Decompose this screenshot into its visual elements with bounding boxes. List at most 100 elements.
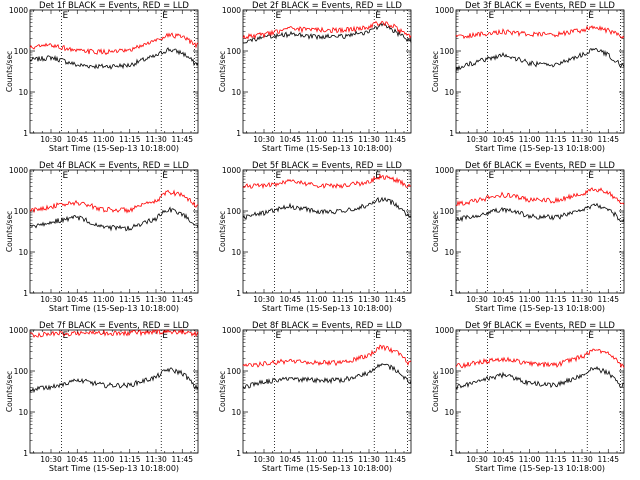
panel-title: Det 1f BLACK = Events, RED = LLD bbox=[39, 1, 189, 11]
x-tick-label: 10:30 bbox=[253, 455, 275, 464]
lld-series-line bbox=[455, 25, 625, 40]
x-tick-label: 11:45 bbox=[597, 455, 619, 464]
detector-panel-4: Det 4f BLACK = Events, RED = LLD 1 10 100 10… bbox=[5, 161, 199, 313]
lld-series-line bbox=[242, 20, 412, 40]
x-tick-label: 11:00 bbox=[519, 455, 541, 464]
events-series-line bbox=[242, 363, 412, 389]
event-marker-label: E bbox=[375, 331, 381, 341]
x-tick-label: 11:30 bbox=[358, 135, 380, 144]
x-tick-label: 11:15 bbox=[332, 295, 354, 304]
y-tick-label: 100 bbox=[440, 367, 455, 376]
x-tick-label: 10:30 bbox=[253, 135, 275, 144]
events-series-line bbox=[29, 206, 199, 232]
plot-frame bbox=[455, 329, 625, 454]
x-tick-label: 11:15 bbox=[545, 135, 567, 144]
detector-panel-2: Det 2f BLACK = Events, RED = LLD 1 10 100 10… bbox=[218, 1, 412, 153]
event-marker-label: E bbox=[63, 171, 69, 181]
x-tick-label: 10:30 bbox=[253, 295, 275, 304]
x-tick-label: 11:30 bbox=[571, 455, 593, 464]
y-tick-label: 100 bbox=[440, 207, 455, 216]
x-tick-label: 11:30 bbox=[358, 295, 380, 304]
x-axis-label: Start Time (15-Sep-13 10:18:00) bbox=[475, 464, 605, 473]
panel-title: Det 2f BLACK = Events, RED = LLD bbox=[252, 1, 402, 11]
event-marker-label: E bbox=[489, 331, 495, 341]
plot-frame bbox=[455, 9, 625, 134]
x-tick-label: 11:45 bbox=[384, 295, 406, 304]
x-axis-label: Start Time (15-Sep-13 10:18:00) bbox=[262, 464, 392, 473]
plot-frame bbox=[242, 9, 412, 134]
plot-frame bbox=[29, 9, 199, 134]
x-tick-label: 10:45 bbox=[66, 455, 88, 464]
x-tick-label: 11:45 bbox=[171, 135, 193, 144]
plot-frame bbox=[242, 169, 412, 294]
event-marker-label: E bbox=[375, 11, 381, 21]
event-marker-label: E bbox=[588, 331, 594, 341]
x-axis-label: Start Time (15-Sep-13 10:18:00) bbox=[475, 304, 605, 313]
y-tick-label: 100 bbox=[227, 207, 242, 216]
x-tick-label: 11:45 bbox=[384, 135, 406, 144]
x-tick-label: 11:30 bbox=[358, 455, 380, 464]
panel-title: Det 9f BLACK = Events, RED = LLD bbox=[465, 321, 615, 331]
y-tick-label: 100 bbox=[14, 47, 29, 56]
x-axis-label: Start Time (15-Sep-13 10:18:00) bbox=[49, 144, 179, 153]
lld-series-line bbox=[242, 344, 412, 368]
event-marker-label: E bbox=[276, 331, 282, 341]
x-tick-label: 11:15 bbox=[332, 455, 354, 464]
detector-panel-5: Det 5f BLACK = Events, RED = LLD 1 10 100 10… bbox=[218, 161, 412, 313]
x-tick-label: 11:30 bbox=[571, 135, 593, 144]
y-axis-label: Counts/sec bbox=[5, 371, 14, 412]
y-tick-label: 1000 bbox=[222, 6, 241, 15]
event-marker-label: E bbox=[276, 171, 282, 181]
detector-panel-8: Det 8f BLACK = Events, RED = LLD 1 10 100 10… bbox=[218, 321, 412, 473]
x-axis-label: Start Time (15-Sep-13 10:18:00) bbox=[49, 464, 179, 473]
x-tick-label: 11:30 bbox=[145, 135, 167, 144]
y-tick-label: 1000 bbox=[435, 6, 454, 15]
y-tick-label: 100 bbox=[227, 367, 242, 376]
detector-panel-1: Det 1f BLACK = Events, RED = LLD 1 10 100 10… bbox=[5, 1, 199, 153]
y-tick-label: 1 bbox=[449, 449, 454, 458]
y-tick-label: 1 bbox=[449, 289, 454, 298]
detector-panel-9: Det 9f BLACK = Events, RED = LLD 1 10 100 10… bbox=[431, 321, 625, 473]
detector-panel-3: Det 3f BLACK = Events, RED = LLD 1 10 100 10… bbox=[431, 1, 625, 153]
y-tick-label: 1 bbox=[23, 129, 28, 138]
x-tick-label: 11:45 bbox=[171, 455, 193, 464]
lld-series-line bbox=[29, 189, 199, 214]
x-tick-label: 11:15 bbox=[545, 295, 567, 304]
y-axis-label: Counts/sec bbox=[431, 371, 440, 412]
x-tick-label: 11:15 bbox=[332, 135, 354, 144]
panel-title: Det 5f BLACK = Events, RED = LLD bbox=[252, 161, 402, 171]
x-tick-label: 11:00 bbox=[306, 295, 328, 304]
x-tick-label: 11:00 bbox=[93, 455, 115, 464]
y-tick-label: 1000 bbox=[222, 326, 241, 335]
lld-series-line bbox=[455, 348, 625, 369]
y-tick-label: 100 bbox=[14, 207, 29, 216]
y-tick-label: 10 bbox=[18, 248, 28, 257]
events-series-line bbox=[29, 47, 199, 70]
panel-title: Det 4f BLACK = Events, RED = LLD bbox=[39, 161, 189, 171]
x-tick-label: 10:45 bbox=[492, 455, 514, 464]
x-tick-label: 11:30 bbox=[145, 455, 167, 464]
y-tick-label: 10 bbox=[231, 248, 241, 257]
y-tick-label: 100 bbox=[227, 47, 242, 56]
y-tick-label: 1000 bbox=[435, 326, 454, 335]
events-series-line bbox=[29, 367, 199, 394]
event-marker-label: E bbox=[63, 331, 69, 341]
x-tick-label: 10:30 bbox=[40, 295, 62, 304]
x-tick-label: 10:45 bbox=[492, 135, 514, 144]
panel-title: Det 3f BLACK = Events, RED = LLD bbox=[465, 1, 615, 11]
y-tick-label: 100 bbox=[14, 367, 29, 376]
x-axis-label: Start Time (15-Sep-13 10:18:00) bbox=[49, 304, 179, 313]
y-axis-label: Counts/sec bbox=[218, 211, 227, 252]
x-tick-label: 11:45 bbox=[171, 295, 193, 304]
x-tick-label: 10:30 bbox=[466, 295, 488, 304]
x-tick-label: 11:15 bbox=[119, 295, 141, 304]
panel-title: Det 6f BLACK = Events, RED = LLD bbox=[465, 161, 615, 171]
x-tick-label: 11:30 bbox=[571, 295, 593, 304]
lld-series-line bbox=[242, 173, 412, 190]
x-tick-label: 10:45 bbox=[279, 135, 301, 144]
lld-series-line bbox=[29, 328, 199, 338]
event-marker-label: E bbox=[489, 171, 495, 181]
y-axis-label: Counts/sec bbox=[218, 371, 227, 412]
x-axis-label: Start Time (15-Sep-13 10:18:00) bbox=[262, 144, 392, 153]
